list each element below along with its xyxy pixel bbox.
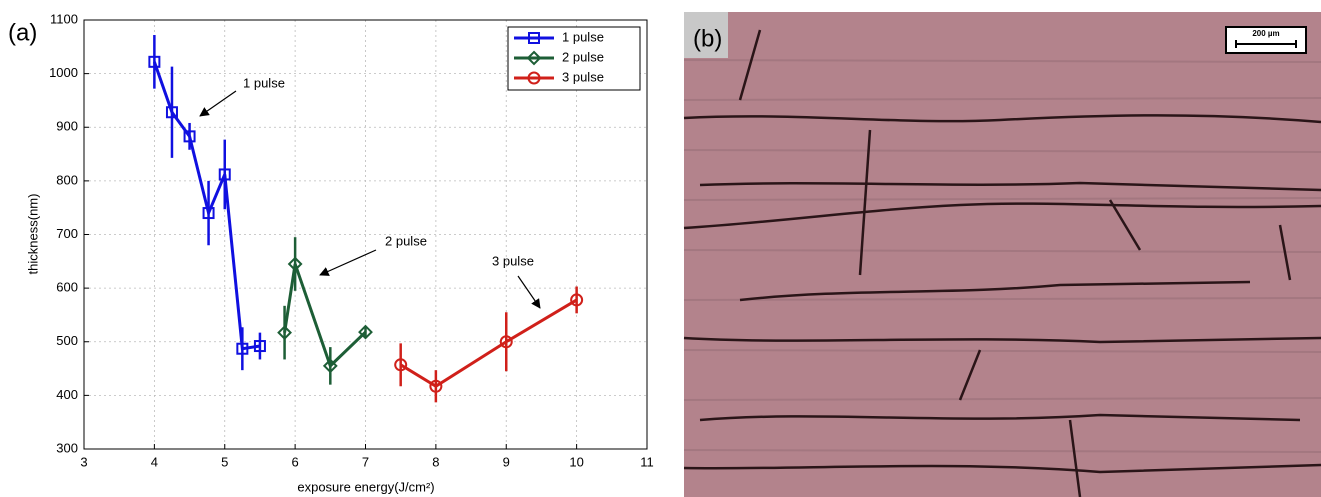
y-tick-label: 1100 — [50, 11, 78, 26]
marker — [202, 207, 215, 220]
marker — [429, 379, 443, 393]
marker — [358, 324, 373, 340]
marker — [570, 293, 584, 307]
legend-label: 1 pulse — [562, 29, 604, 44]
annotation-arrow — [517, 275, 541, 309]
chart: (a) exposure energy(J/cm²) thickness(nm)… — [8, 11, 654, 494]
annotation: 1 pulse — [243, 75, 285, 90]
y-tick-label: 400 — [56, 387, 78, 402]
series-line — [152, 61, 261, 351]
marker — [277, 325, 292, 341]
y-tick-label: 1000 — [49, 65, 78, 80]
scale-bar — [1235, 40, 1297, 48]
marker — [527, 71, 541, 85]
marker — [499, 335, 513, 349]
marker — [394, 358, 408, 372]
scale-bar-label: 200 µm — [1252, 29, 1279, 38]
x-tick-label: 6 — [292, 454, 299, 469]
plot-frame — [83, 19, 648, 450]
y-tick-label: 800 — [56, 172, 78, 187]
series-line — [283, 263, 367, 369]
series-line — [399, 298, 578, 389]
y-tick-label: 900 — [56, 119, 78, 134]
panel-label: (b) — [693, 25, 722, 52]
panel-label-box — [684, 12, 728, 58]
y-axis-label: thickness(nm) — [25, 194, 40, 275]
x-tick-label: 5 — [221, 454, 228, 469]
marker — [526, 50, 542, 66]
legend-label: 2 pulse — [562, 49, 604, 64]
y-tick-label: 700 — [56, 226, 78, 241]
x-tick-label: 11 — [640, 454, 654, 469]
y-tick-label: 500 — [56, 333, 78, 348]
marker — [322, 358, 338, 374]
annotation-arrow — [319, 249, 377, 276]
texture — [683, 59, 1321, 453]
x-tick-label: 8 — [432, 454, 439, 469]
panel-label: (a) — [8, 19, 37, 46]
marker — [528, 32, 540, 44]
micrograph: (b) 200 µm — [683, 12, 1321, 497]
marker — [165, 106, 178, 119]
y-tick-label: 600 — [56, 280, 78, 295]
scale-bar-box — [1225, 26, 1307, 54]
marker — [253, 340, 266, 353]
marker — [183, 130, 196, 143]
annotation: 2 pulse — [385, 233, 427, 248]
annotation: 3 pulse — [492, 253, 534, 268]
legend-label: 3 pulse — [562, 69, 604, 84]
y-tick-label: 300 — [56, 440, 78, 455]
marker — [287, 256, 303, 272]
marker — [218, 168, 231, 181]
x-axis-label: exposure energy(J/cm²) — [297, 479, 434, 494]
annotation-arrow — [199, 90, 237, 117]
micrograph-image — [684, 12, 1321, 497]
x-tick-label: 10 — [569, 454, 583, 469]
x-tick-label: 4 — [151, 454, 158, 469]
x-tick-label: 9 — [503, 454, 510, 469]
x-tick-label: 3 — [80, 454, 87, 469]
x-tick-label: 7 — [362, 454, 369, 469]
marker — [148, 55, 161, 68]
marker — [236, 342, 249, 355]
cracks — [683, 29, 1321, 497]
